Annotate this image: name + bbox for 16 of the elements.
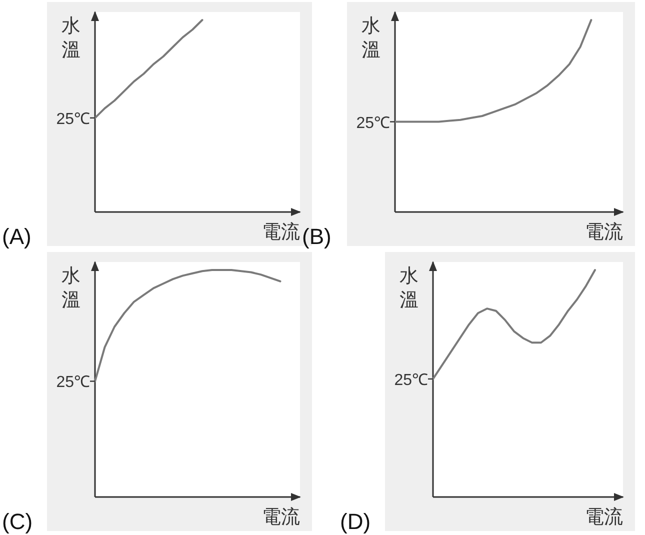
text: (C)	[2, 509, 33, 534]
text: (A)	[2, 224, 32, 249]
x-axis-title: 電流	[262, 506, 300, 528]
text: 25℃	[56, 374, 90, 392]
text: (B)	[302, 224, 332, 249]
x-axis-title: 電流	[585, 506, 623, 528]
y-axis-title: 水溫	[400, 265, 418, 311]
x-axis-title: 電流	[262, 221, 300, 243]
text: 25℃	[394, 372, 428, 389]
y-axis-title: 水溫	[62, 15, 80, 61]
text: 25℃	[356, 114, 390, 132]
y-axis-title: 水溫	[62, 265, 80, 311]
text: (D)	[340, 509, 371, 534]
text: 25℃	[56, 110, 90, 128]
x-axis-title: 電流	[585, 221, 623, 243]
y-axis-title: 水溫	[362, 15, 380, 61]
